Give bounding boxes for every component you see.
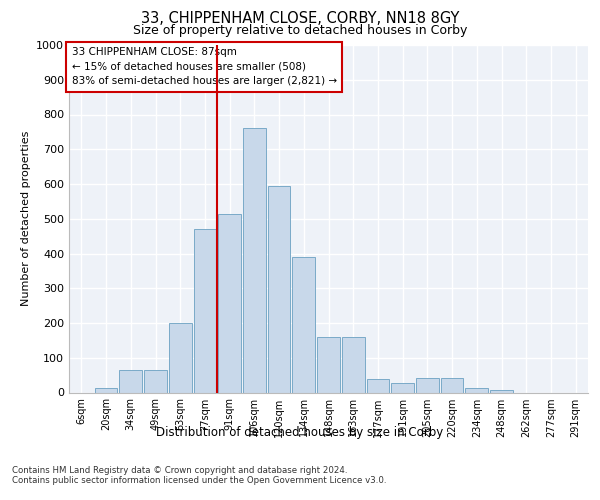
Bar	[95, 388, 118, 392]
Text: 33, CHIPPENHAM CLOSE, CORBY, NN18 8GY: 33, CHIPPENHAM CLOSE, CORBY, NN18 8GY	[141, 11, 459, 26]
Bar	[317, 337, 340, 392]
Bar	[416, 378, 439, 392]
Text: Contains HM Land Registry data © Crown copyright and database right 2024.
Contai: Contains HM Land Registry data © Crown c…	[12, 466, 386, 485]
Bar	[268, 186, 290, 392]
Text: 33 CHIPPENHAM CLOSE: 87sqm
← 15% of detached houses are smaller (508)
83% of sem: 33 CHIPPENHAM CLOSE: 87sqm ← 15% of deta…	[71, 46, 337, 86]
Bar	[466, 388, 488, 392]
Bar	[342, 337, 365, 392]
Bar	[391, 383, 414, 392]
Bar	[194, 229, 216, 392]
Bar	[144, 370, 167, 392]
Bar	[490, 390, 513, 392]
Y-axis label: Number of detached properties: Number of detached properties	[20, 131, 31, 306]
Bar	[292, 257, 315, 392]
Bar	[441, 378, 463, 392]
Bar	[169, 323, 191, 392]
Text: Distribution of detached houses by size in Corby: Distribution of detached houses by size …	[157, 426, 443, 439]
Bar	[243, 128, 266, 392]
Bar	[119, 370, 142, 392]
Text: Size of property relative to detached houses in Corby: Size of property relative to detached ho…	[133, 24, 467, 37]
Bar	[218, 214, 241, 392]
Bar	[367, 378, 389, 392]
